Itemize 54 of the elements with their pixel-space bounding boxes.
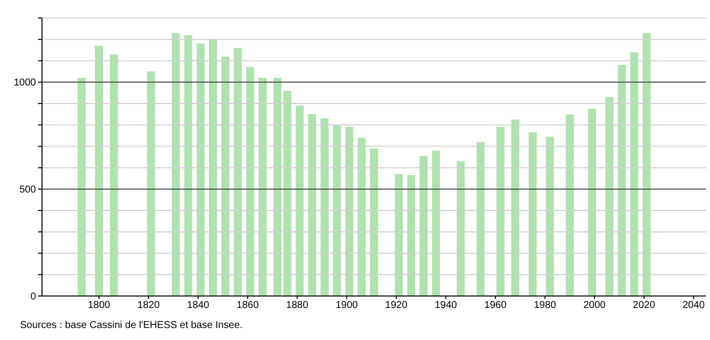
bar xyxy=(345,127,354,296)
bar xyxy=(308,114,316,296)
x-tick-label: 2040 xyxy=(682,300,706,312)
x-tick-label: 2020 xyxy=(632,300,656,312)
bar xyxy=(110,54,118,296)
bar xyxy=(394,174,403,296)
bar xyxy=(246,67,254,296)
x-tick-label: 1800 xyxy=(88,300,111,312)
bar xyxy=(332,124,341,296)
bar xyxy=(196,44,205,296)
x-tick-label: 1840 xyxy=(186,300,210,312)
y-tick-label: 1000 xyxy=(14,78,36,89)
bar xyxy=(296,106,304,296)
source-note: Sources : base Cassini de l'EHESS et base Insee. xyxy=(20,320,244,331)
bar xyxy=(358,138,366,296)
bar xyxy=(511,120,520,296)
bar xyxy=(320,118,328,296)
bar xyxy=(95,46,104,296)
bar xyxy=(420,156,428,296)
bar xyxy=(496,127,504,296)
bar xyxy=(546,136,554,296)
x-tick-label: 1900 xyxy=(336,300,358,312)
x-tick-label: 1920 xyxy=(385,300,408,312)
y-tick-label: 500 xyxy=(19,184,36,196)
x-tick-label: 1980 xyxy=(534,300,557,312)
bar xyxy=(258,78,267,296)
bar xyxy=(630,52,638,296)
bar xyxy=(234,48,242,296)
bar xyxy=(618,65,626,296)
bar xyxy=(283,90,292,296)
bar xyxy=(209,39,217,296)
bar xyxy=(642,32,651,296)
bar xyxy=(432,150,440,296)
bar xyxy=(566,114,574,296)
bar xyxy=(172,32,180,296)
x-tick-label: 1960 xyxy=(484,300,507,312)
bar xyxy=(588,108,596,296)
x-tick-label: 1940 xyxy=(434,300,458,312)
x-tick-label: 1880 xyxy=(286,300,309,312)
x-tick-label: 1820 xyxy=(137,300,160,312)
bar xyxy=(147,71,156,296)
bar xyxy=(273,78,282,296)
bar xyxy=(184,35,192,296)
bar xyxy=(456,161,465,296)
bar xyxy=(221,56,230,296)
bar xyxy=(476,142,485,296)
bar xyxy=(605,97,614,296)
y-tick-label: 0 xyxy=(30,292,36,303)
bar xyxy=(528,132,537,296)
bar xyxy=(370,148,378,296)
bar xyxy=(407,175,416,296)
x-tick-label: 1860 xyxy=(236,300,260,312)
bar xyxy=(78,78,86,296)
x-tick-label: 2000 xyxy=(583,300,606,312)
